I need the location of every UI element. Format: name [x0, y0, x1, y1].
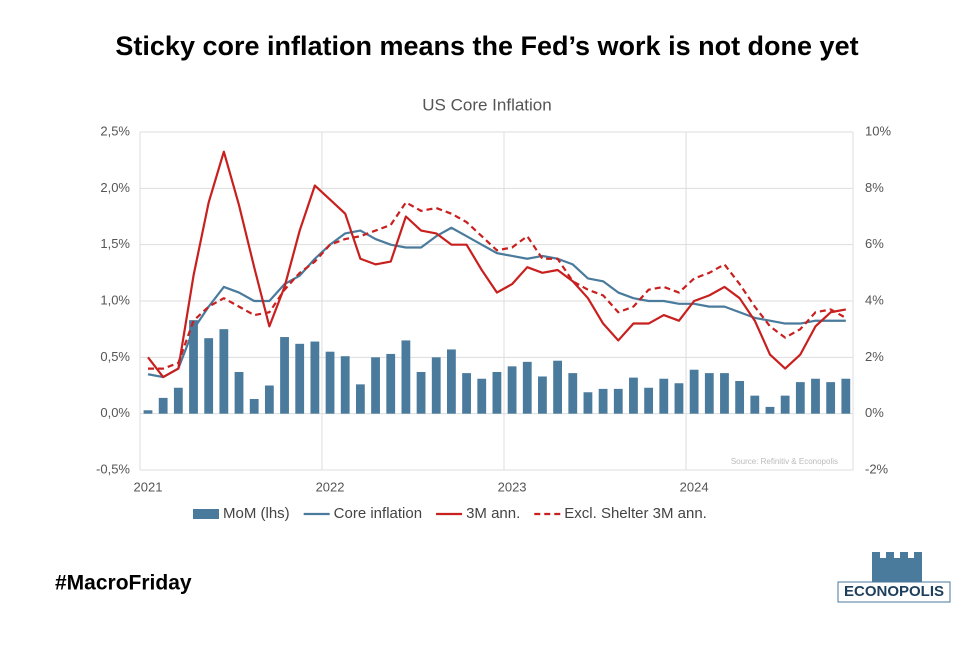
bar	[720, 373, 729, 414]
y-tick-label: 1,0%	[100, 292, 130, 307]
bar	[477, 378, 487, 414]
bar	[310, 341, 320, 414]
bar	[522, 361, 532, 414]
bar	[704, 373, 714, 414]
line	[148, 201, 847, 370]
bar	[189, 320, 198, 414]
bar	[234, 371, 244, 414]
y2-tick-label: 6%	[865, 236, 884, 251]
bar	[568, 373, 578, 414]
bar	[431, 357, 441, 414]
x-tick-label: 2022	[316, 479, 345, 494]
bar	[447, 349, 456, 414]
bar	[659, 378, 669, 414]
bar	[735, 380, 745, 414]
bar	[795, 382, 805, 414]
legend-label: 3M ann.	[466, 505, 520, 522]
bar	[462, 373, 471, 414]
bar	[841, 378, 851, 414]
bar	[644, 387, 654, 414]
source-note: Source: Refinitiv & Econopolis	[731, 457, 838, 466]
bar	[765, 406, 775, 414]
line	[147, 226, 846, 379]
bar	[780, 395, 790, 414]
bar	[143, 410, 153, 414]
bar	[173, 387, 183, 414]
y2-tick-label: 10%	[865, 123, 891, 138]
bar	[750, 395, 760, 414]
bar	[553, 360, 562, 414]
bar	[416, 371, 426, 414]
bar	[371, 357, 380, 414]
logo-box	[837, 581, 951, 603]
legend: MoM (lhs) Core inflation 3M ann. Excl. Shel…	[193, 505, 707, 522]
bar	[264, 385, 274, 414]
bar	[355, 384, 365, 414]
bar	[158, 397, 168, 414]
hashtag: #MacroFriday	[55, 572, 192, 595]
legend-label: Core inflation	[334, 505, 422, 522]
y-tick-label: 0,5%	[100, 349, 130, 364]
bar	[811, 378, 820, 414]
logo-tower	[872, 552, 922, 584]
bar	[629, 377, 638, 414]
bar	[613, 388, 623, 414]
bar	[219, 329, 229, 414]
y2-tick-label: 8%	[865, 180, 884, 195]
bar	[340, 356, 350, 414]
y-tick-label: 1,5%	[100, 236, 130, 251]
line	[147, 150, 847, 379]
bar	[538, 376, 547, 414]
y-tick-label: 2,5%	[100, 123, 130, 138]
bar	[280, 337, 289, 414]
y-tick-label: 0,0%	[100, 405, 130, 420]
bar	[249, 399, 259, 414]
x-tick-label: 2024	[680, 479, 709, 494]
logo: ECONOPOLIS	[837, 552, 951, 603]
y-tick-label: -0,5%	[96, 461, 130, 476]
y2-tick-label: 0%	[865, 405, 884, 420]
bar	[583, 392, 593, 414]
y2-tick-label: -2%	[865, 461, 889, 476]
bar	[204, 338, 214, 414]
y-tick-label: 2,0%	[100, 180, 130, 195]
y2-tick-label: 2%	[865, 349, 884, 364]
bar	[295, 343, 305, 414]
legend-swatch	[193, 509, 219, 519]
bar	[598, 388, 608, 414]
bar	[401, 340, 411, 414]
bar	[386, 353, 396, 414]
bar	[826, 382, 836, 414]
legend-label: MoM (lhs)	[223, 505, 290, 522]
bar	[674, 383, 684, 414]
x-tick-label: 2023	[498, 479, 527, 494]
chart-title: US Core Inflation	[422, 95, 551, 114]
logo-text: ECONOPOLIS	[844, 583, 944, 600]
bar	[325, 351, 335, 414]
bar	[689, 369, 699, 414]
bar	[492, 371, 502, 414]
y2-tick-label: 4%	[865, 292, 884, 307]
x-tick-label: 2021	[134, 479, 163, 494]
legend-label: Excl. Shelter 3M ann.	[564, 505, 707, 522]
bar	[507, 366, 517, 414]
headline: Sticky core inflation means the Fed’s wo…	[115, 31, 858, 61]
